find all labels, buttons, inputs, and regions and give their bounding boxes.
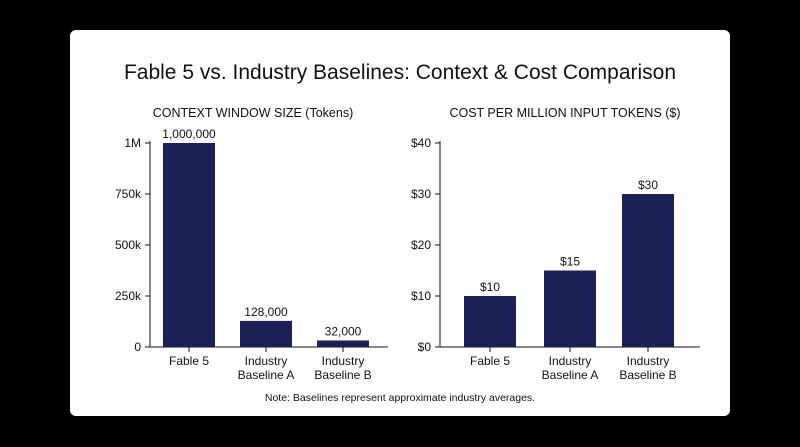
category-label: Fable 5 [169,354,209,368]
bar-data-label: 32,000 [325,324,362,338]
left-chart-title: CONTEXT WINDOW SIZE (Tokens) [153,106,353,120]
bar [240,320,292,347]
y-tick-label: $0 [418,340,432,354]
category-label: Industry [627,354,670,368]
category-label: Industry [245,354,288,368]
category-label: Industry [549,354,592,368]
y-tick-label: 1M [124,136,141,150]
bar [317,340,369,347]
y-tick-label: 750k [115,187,142,201]
y-tick-label: $30 [411,187,431,201]
category-label: Baseline A [238,368,295,382]
y-tick-label: $10 [411,289,431,303]
category-label: Baseline B [619,368,676,382]
bar-data-label: $15 [560,255,580,269]
y-tick-label: 250k [115,289,142,303]
bar-data-label: 1,000,000 [162,127,216,141]
bar-data-label: $30 [638,178,658,192]
category-label: Baseline B [314,368,371,382]
category-label: Fable 5 [470,354,510,368]
category-label: Baseline A [542,368,599,382]
bar [163,143,215,347]
y-tick-label: 500k [115,238,142,252]
y-tick-label: $40 [411,136,431,150]
right-chart-title: COST PER MILLION INPUT TOKENS ($) [449,106,680,120]
bar [544,270,596,347]
chart-note: Note: Baselines represent approximate in… [265,392,535,404]
context-window-chart: 0 250k 500k 750k 1M 1,000,000 Fable 5 128,000 In… [115,127,388,382]
chart-title: Fable 5 vs. Industry Baselines: Context … [124,61,676,84]
y-tick-label: 0 [134,340,141,354]
bar-data-label: $10 [480,280,500,294]
bar [622,194,674,347]
bar [464,296,516,347]
bar-data-label: 128,000 [244,305,288,319]
category-label: Industry [322,354,365,368]
y-tick-label: $20 [411,238,431,252]
